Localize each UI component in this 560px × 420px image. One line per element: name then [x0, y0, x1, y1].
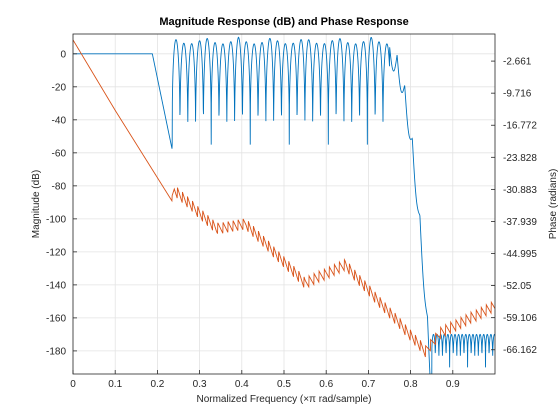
x-tick-label: 0.1	[108, 379, 122, 390]
y-tick-label-left: -160	[46, 313, 66, 324]
x-tick-label: 0.2	[150, 379, 164, 390]
y-tick-label-right: -23.828	[503, 153, 537, 164]
y-tick-label-right: -44.995	[503, 249, 537, 260]
magnitude-series	[73, 36, 495, 374]
y-tick-label-left: -60	[52, 148, 67, 159]
y-tick-label-right: -66.162	[503, 345, 537, 356]
x-tick-label: 0.6	[319, 379, 333, 390]
x-axis-label: Normalized Frequency (×π rad/sample)	[196, 394, 371, 405]
x-tick-label: 0.7	[361, 379, 375, 390]
x-tick-label: 0	[70, 379, 76, 390]
y-tick-label-left: -100	[46, 214, 66, 225]
y-tick-label-right: -16.772	[503, 121, 537, 132]
y-tick-label-right: -2.661	[503, 57, 532, 68]
y-tick-label-right: -37.939	[503, 217, 537, 228]
y-tick-label-right: -52.05	[503, 281, 532, 292]
x-tick-label: 0.4	[235, 379, 249, 390]
y-tick-label-left: -80	[52, 181, 67, 192]
axes-ticks: 0 0.1 0.2 0.3 0.4 0.5 0.6 0.7 0.8 0.9 0 -20 -40 -60 -8…	[46, 49, 537, 390]
y-axis-label-right: Phase (radians)	[548, 169, 559, 240]
y-tick-label-left: 0	[60, 49, 66, 60]
y-tick-label-right: -59.106	[503, 313, 537, 324]
y-axis-label-left: Magnitude (dB)	[31, 170, 42, 238]
y-tick-label-left: -120	[46, 247, 66, 258]
x-tick-label: 0.3	[193, 379, 207, 390]
chart-title: Magnitude Response (dB) and Phase Respon…	[159, 16, 408, 28]
x-tick-label: 0.8	[404, 379, 418, 390]
y-tick-label-left: -140	[46, 280, 66, 291]
y-tick-label-right: -9.716	[503, 89, 532, 100]
y-tick-label-left: -180	[46, 346, 66, 357]
y-tick-label-left: -20	[52, 82, 67, 93]
y-tick-label-left: -40	[52, 115, 67, 126]
phase-series	[73, 39, 495, 358]
y-tick-label-right: -30.883	[503, 185, 537, 196]
x-tick-label: 0.9	[446, 379, 460, 390]
series-layer	[73, 36, 495, 374]
x-tick-label: 0.5	[277, 379, 291, 390]
